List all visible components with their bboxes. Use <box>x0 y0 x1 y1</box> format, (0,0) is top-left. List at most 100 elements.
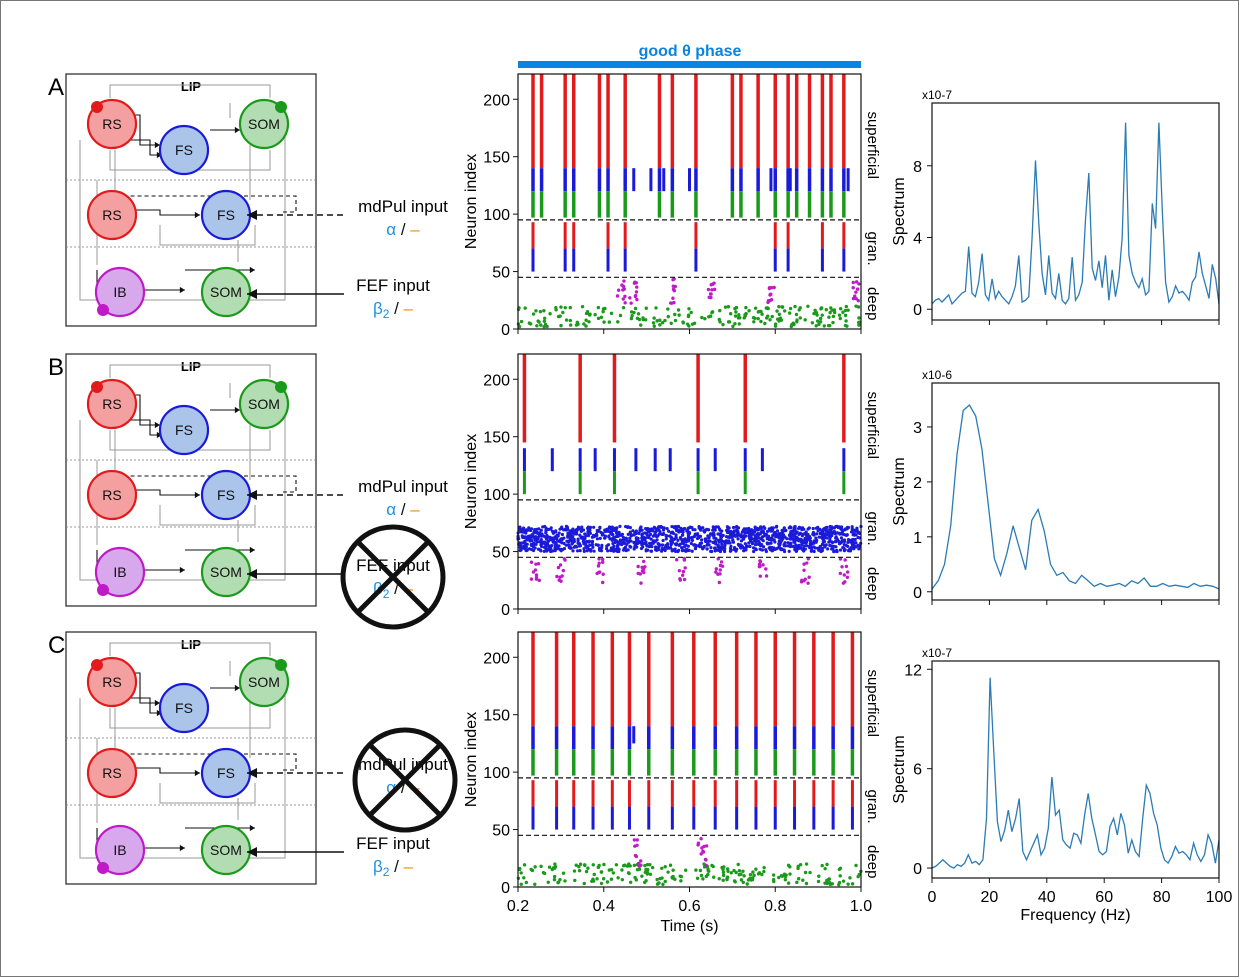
spike-dot <box>663 318 667 323</box>
spike-dot <box>729 871 733 875</box>
spike-dot <box>760 537 764 541</box>
arrowhead-icon <box>234 406 240 414</box>
spike-dot <box>654 527 658 531</box>
spike-dot <box>793 304 797 309</box>
spike-dot <box>844 527 848 531</box>
spike-column <box>842 448 846 472</box>
spike-dot <box>531 570 536 574</box>
spike-dot <box>534 535 538 539</box>
panel-b: B LIP RS FS SOM RS FS IB SOM mdPul input α / – FEF … <box>48 353 1220 630</box>
spike-dot <box>629 301 633 305</box>
spectrum-plot: 0 4 8 Spectrum x10-7 <box>891 88 1220 325</box>
spike-dot <box>800 542 804 547</box>
spike-dot <box>653 530 657 534</box>
spike-dot <box>633 280 637 284</box>
cell-label: FS <box>217 207 235 223</box>
spike-dot <box>519 871 523 875</box>
spectrum-plot: 0 1 2 3 Spectrum x10-6 <box>891 368 1220 605</box>
spike-dot <box>742 316 746 320</box>
spike-dot <box>760 548 764 552</box>
y-tick-label: 12 <box>904 662 922 679</box>
spike-dot <box>527 526 531 530</box>
spike-dot <box>854 533 858 537</box>
spike-dot <box>588 543 592 547</box>
arrowhead-icon <box>154 141 160 149</box>
spike-dot <box>681 533 685 537</box>
spike-dot <box>747 527 751 531</box>
spike-column <box>632 168 636 192</box>
spike-dot <box>658 318 662 322</box>
spike-dot <box>792 534 796 538</box>
spike-column <box>743 354 747 443</box>
spike-dot <box>838 548 843 552</box>
spike-dot <box>697 525 701 529</box>
spike-dot <box>582 322 586 326</box>
spike-dot <box>675 542 679 546</box>
spike-column <box>563 74 567 169</box>
spike-dot <box>627 871 631 876</box>
separator: / <box>396 220 410 239</box>
spike-dot <box>595 877 599 881</box>
spike-dot <box>666 307 670 311</box>
spike-dot <box>716 525 720 529</box>
spike-column <box>571 74 576 169</box>
spike-column <box>572 222 576 249</box>
spike-dot <box>793 525 797 529</box>
spike-dot <box>753 530 757 534</box>
spike-dot <box>710 288 714 292</box>
spike-dot <box>582 549 586 553</box>
circuit-diagram: LIP RS FS SOM RS FS IB SOM <box>65 631 317 885</box>
spike-dot <box>582 863 587 867</box>
spike-dot <box>661 882 665 887</box>
spike-dot <box>775 534 779 539</box>
spike-dot <box>720 542 724 546</box>
spike-dot <box>736 531 740 535</box>
spike-column <box>734 749 739 776</box>
mdpul-input-label: mdPul input <box>358 197 448 216</box>
spike-dot <box>618 524 622 528</box>
spike-dot <box>823 866 827 871</box>
spike-column <box>627 780 631 807</box>
spike-column <box>842 222 846 249</box>
spike-dot <box>587 539 591 543</box>
spike-dot <box>566 531 570 535</box>
spike-dot <box>761 545 766 549</box>
spike-dot <box>731 525 736 530</box>
cell-label: FS <box>217 487 235 503</box>
spike-dot <box>636 312 641 316</box>
spike-dot <box>545 535 549 539</box>
spike-dot <box>690 535 695 539</box>
circuit-title: LIP <box>181 637 202 652</box>
spike-dot <box>634 854 639 859</box>
spike-dot <box>766 314 770 318</box>
spike-dot <box>766 300 770 305</box>
spike-column <box>713 780 717 807</box>
spike-dot <box>837 882 841 887</box>
spike-column <box>571 749 576 776</box>
spike-dot <box>701 526 705 530</box>
spike-dot <box>711 540 715 544</box>
spike-column <box>831 780 835 807</box>
spike-dot <box>546 527 551 532</box>
spike-dot <box>710 863 714 868</box>
spike-dot <box>854 863 858 868</box>
spike-column <box>793 780 797 807</box>
spike-dot <box>581 528 586 532</box>
spike-column <box>610 726 615 750</box>
layer-label: superficial <box>864 111 881 179</box>
spike-column <box>831 749 835 776</box>
cell-som-sup: SOM <box>238 378 290 430</box>
spike-dot <box>817 322 821 327</box>
spike-dot <box>718 546 722 551</box>
spike-dot <box>702 844 706 849</box>
spike-dot <box>824 308 829 312</box>
spike-dot <box>848 549 852 553</box>
cell-label: SOM <box>248 396 280 412</box>
spike-dot <box>703 857 708 862</box>
spike-dot <box>680 573 685 577</box>
spike-dot <box>525 535 529 539</box>
spike-dot <box>778 542 782 546</box>
spike-column <box>688 168 691 192</box>
spike-column <box>696 471 700 495</box>
cell-label: SOM <box>210 564 242 580</box>
